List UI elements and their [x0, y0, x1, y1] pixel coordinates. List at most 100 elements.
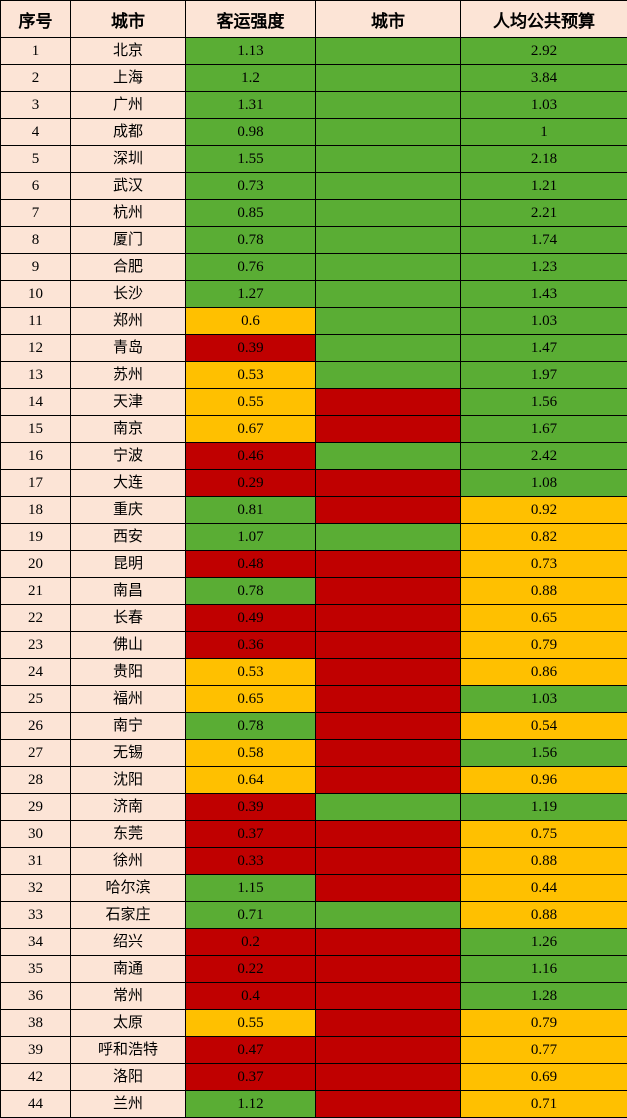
serial-number-cell[interactable]: 31	[1, 848, 71, 875]
intensity-cell[interactable]: 0.33	[186, 848, 316, 875]
budget-cell[interactable]: 3.84	[461, 65, 627, 92]
intensity-cell[interactable]: 1.2	[186, 65, 316, 92]
city-name-cell[interactable]: 无锡	[71, 740, 186, 767]
serial-number-cell[interactable]: 14	[1, 389, 71, 416]
city-name-cell[interactable]: 长沙	[71, 281, 186, 308]
city-status-cell[interactable]	[316, 875, 461, 902]
city-name-cell[interactable]: 绍兴	[71, 929, 186, 956]
city-name-cell[interactable]: 南昌	[71, 578, 186, 605]
city-name-cell[interactable]: 佛山	[71, 632, 186, 659]
city-status-cell[interactable]	[316, 146, 461, 173]
intensity-cell[interactable]: 0.29	[186, 470, 316, 497]
city-name-cell[interactable]: 东莞	[71, 821, 186, 848]
intensity-cell[interactable]: 0.36	[186, 632, 316, 659]
budget-cell[interactable]: 2.92	[461, 38, 627, 65]
intensity-cell[interactable]: 1.13	[186, 38, 316, 65]
serial-number-cell[interactable]: 8	[1, 227, 71, 254]
city-status-cell[interactable]	[316, 362, 461, 389]
serial-number-cell[interactable]: 9	[1, 254, 71, 281]
budget-cell[interactable]: 0.69	[461, 1064, 627, 1091]
serial-number-cell[interactable]: 35	[1, 956, 71, 983]
city-status-cell[interactable]	[316, 983, 461, 1010]
city-status-cell[interactable]	[316, 335, 461, 362]
budget-cell[interactable]: 1	[461, 119, 627, 146]
serial-number-cell[interactable]: 18	[1, 497, 71, 524]
intensity-cell[interactable]: 1.27	[186, 281, 316, 308]
budget-cell[interactable]: 1.19	[461, 794, 627, 821]
serial-number-cell[interactable]: 16	[1, 443, 71, 470]
budget-cell[interactable]: 1.47	[461, 335, 627, 362]
header-passenger-intensity[interactable]: 客运强度	[186, 1, 316, 38]
budget-cell[interactable]: 2.21	[461, 200, 627, 227]
intensity-cell[interactable]: 0.48	[186, 551, 316, 578]
budget-cell[interactable]: 1.23	[461, 254, 627, 281]
city-status-cell[interactable]	[316, 389, 461, 416]
city-name-cell[interactable]: 昆明	[71, 551, 186, 578]
budget-cell[interactable]: 1.16	[461, 956, 627, 983]
city-status-cell[interactable]	[316, 416, 461, 443]
serial-number-cell[interactable]: 21	[1, 578, 71, 605]
header-serial-number[interactable]: 序号	[1, 1, 71, 38]
city-status-cell[interactable]	[316, 740, 461, 767]
budget-cell[interactable]: 1.08	[461, 470, 627, 497]
city-status-cell[interactable]	[316, 227, 461, 254]
budget-cell[interactable]: 1.28	[461, 983, 627, 1010]
city-status-cell[interactable]	[316, 1010, 461, 1037]
city-status-cell[interactable]	[316, 200, 461, 227]
city-status-cell[interactable]	[316, 902, 461, 929]
intensity-cell[interactable]: 0.73	[186, 173, 316, 200]
city-status-cell[interactable]	[316, 659, 461, 686]
serial-number-cell[interactable]: 22	[1, 605, 71, 632]
header-per-capita-budget[interactable]: 人均公共预算	[461, 1, 627, 38]
serial-number-cell[interactable]: 20	[1, 551, 71, 578]
header-city-2[interactable]: 城市	[316, 1, 461, 38]
header-city[interactable]: 城市	[71, 1, 186, 38]
city-name-cell[interactable]: 石家庄	[71, 902, 186, 929]
city-name-cell[interactable]: 深圳	[71, 146, 186, 173]
budget-cell[interactable]: 1.21	[461, 173, 627, 200]
city-name-cell[interactable]: 贵阳	[71, 659, 186, 686]
city-status-cell[interactable]	[316, 173, 461, 200]
budget-cell[interactable]: 0.75	[461, 821, 627, 848]
city-name-cell[interactable]: 天津	[71, 389, 186, 416]
budget-cell[interactable]: 1.43	[461, 281, 627, 308]
city-status-cell[interactable]	[316, 281, 461, 308]
city-name-cell[interactable]: 西安	[71, 524, 186, 551]
intensity-cell[interactable]: 0.98	[186, 119, 316, 146]
budget-cell[interactable]: 2.42	[461, 443, 627, 470]
budget-cell[interactable]: 0.77	[461, 1037, 627, 1064]
city-name-cell[interactable]: 兰州	[71, 1091, 186, 1118]
city-name-cell[interactable]: 常州	[71, 983, 186, 1010]
city-name-cell[interactable]: 成都	[71, 119, 186, 146]
city-status-cell[interactable]	[316, 956, 461, 983]
serial-number-cell[interactable]: 25	[1, 686, 71, 713]
city-status-cell[interactable]	[316, 605, 461, 632]
budget-cell[interactable]: 1.03	[461, 308, 627, 335]
serial-number-cell[interactable]: 11	[1, 308, 71, 335]
intensity-cell[interactable]: 0.76	[186, 254, 316, 281]
budget-cell[interactable]: 1.26	[461, 929, 627, 956]
intensity-cell[interactable]: 0.78	[186, 227, 316, 254]
city-name-cell[interactable]: 青岛	[71, 335, 186, 362]
budget-cell[interactable]: 1.03	[461, 92, 627, 119]
serial-number-cell[interactable]: 42	[1, 1064, 71, 1091]
serial-number-cell[interactable]: 17	[1, 470, 71, 497]
city-name-cell[interactable]: 大连	[71, 470, 186, 497]
budget-cell[interactable]: 0.96	[461, 767, 627, 794]
city-status-cell[interactable]	[316, 254, 461, 281]
city-status-cell[interactable]	[316, 821, 461, 848]
budget-cell[interactable]: 0.79	[461, 632, 627, 659]
budget-cell[interactable]: 0.88	[461, 578, 627, 605]
intensity-cell[interactable]: 0.78	[186, 578, 316, 605]
city-status-cell[interactable]	[316, 848, 461, 875]
city-status-cell[interactable]	[316, 1091, 461, 1118]
budget-cell[interactable]: 0.92	[461, 497, 627, 524]
intensity-cell[interactable]: 0.2	[186, 929, 316, 956]
city-status-cell[interactable]	[316, 551, 461, 578]
city-status-cell[interactable]	[316, 929, 461, 956]
budget-cell[interactable]: 1.74	[461, 227, 627, 254]
serial-number-cell[interactable]: 5	[1, 146, 71, 173]
city-name-cell[interactable]: 宁波	[71, 443, 186, 470]
budget-cell[interactable]: 1.56	[461, 740, 627, 767]
city-name-cell[interactable]: 南京	[71, 416, 186, 443]
